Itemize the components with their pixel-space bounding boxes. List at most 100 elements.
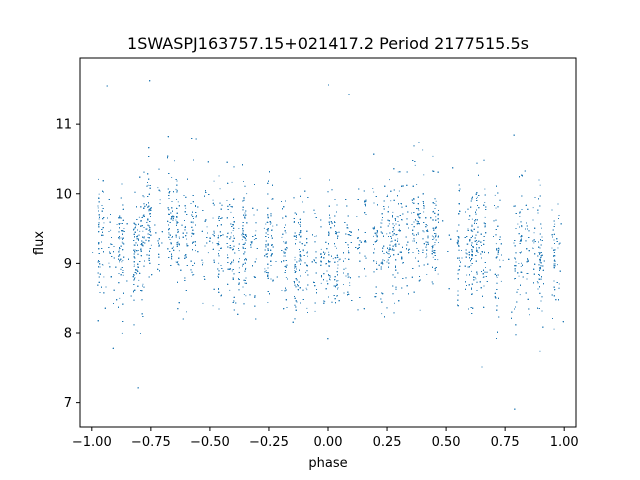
data-point [514, 278, 515, 280]
data-point [238, 267, 240, 269]
data-point [230, 211, 232, 213]
data-point [159, 190, 161, 192]
data-point [337, 280, 339, 282]
data-point [193, 274, 195, 275]
data-point [136, 272, 138, 274]
data-point [242, 246, 244, 248]
data-point [521, 226, 523, 228]
data-point [239, 258, 240, 260]
data-point [281, 236, 283, 238]
data-point [142, 230, 144, 232]
data-point [178, 250, 180, 252]
data-point [119, 297, 121, 299]
data-point [138, 216, 140, 218]
data-point [397, 171, 399, 173]
data-point [178, 231, 179, 232]
data-point [218, 250, 220, 251]
data-point [374, 296, 375, 298]
data-point [230, 232, 232, 234]
data-point [177, 190, 178, 192]
data-point [307, 255, 308, 257]
data-point [496, 256, 498, 258]
data-point [380, 222, 382, 224]
data-point [305, 271, 306, 273]
data-point [418, 142, 420, 143]
data-point [328, 275, 330, 277]
data-point [202, 262, 204, 264]
data-point [476, 196, 478, 198]
data-point [299, 177, 301, 179]
data-point [306, 289, 308, 291]
data-point [334, 221, 335, 222]
data-point [246, 193, 248, 195]
data-point [186, 238, 187, 240]
data-point [139, 230, 141, 232]
data-point [426, 255, 428, 257]
data-point [102, 264, 104, 266]
data-point [285, 277, 287, 278]
data-point [471, 218, 473, 220]
data-point [98, 193, 100, 195]
data-point [174, 160, 175, 162]
data-point [177, 201, 179, 203]
data-point [137, 250, 139, 251]
data-point [470, 264, 472, 266]
data-point [502, 259, 504, 261]
data-point [344, 258, 346, 260]
data-point [314, 236, 316, 237]
data-point [121, 332, 123, 334]
data-point [175, 219, 177, 221]
data-point [302, 201, 303, 203]
data-point [553, 260, 555, 262]
data-point [264, 268, 266, 270]
data-point [532, 248, 534, 249]
data-point [475, 278, 477, 280]
data-point [245, 295, 247, 297]
data-point [413, 199, 415, 201]
data-point [432, 202, 434, 204]
data-point [474, 277, 476, 278]
data-point [519, 216, 521, 217]
data-point [521, 262, 522, 264]
data-point [122, 234, 123, 235]
data-point [336, 283, 338, 285]
data-point [495, 207, 497, 209]
data-point [231, 181, 233, 183]
data-point [119, 224, 120, 225]
data-point [285, 216, 287, 218]
data-point [349, 285, 351, 286]
data-point [532, 247, 534, 249]
data-point [438, 242, 439, 243]
data-point [98, 178, 99, 180]
data-point [253, 239, 255, 240]
data-point [416, 184, 418, 185]
data-point [255, 230, 257, 232]
data-point [150, 244, 152, 246]
data-point [467, 243, 469, 245]
data-point [299, 251, 301, 253]
data-point [171, 177, 173, 178]
data-point [423, 174, 425, 176]
data-point [232, 230, 234, 231]
data-point [300, 256, 302, 258]
data-point [425, 257, 427, 259]
data-point [143, 236, 145, 238]
data-point [176, 199, 177, 200]
data-point [434, 203, 436, 204]
data-point [147, 237, 149, 238]
data-point [179, 237, 180, 239]
data-point [338, 259, 340, 261]
data-point [108, 262, 110, 264]
data-point [495, 243, 497, 245]
data-point [349, 282, 351, 284]
data-point [97, 207, 99, 209]
data-point [365, 275, 367, 277]
data-point [426, 274, 428, 275]
data-point [192, 222, 194, 224]
data-point [518, 275, 520, 277]
data-point [217, 234, 219, 236]
data-point [206, 226, 208, 228]
data-point [305, 287, 307, 289]
data-point [101, 264, 103, 265]
